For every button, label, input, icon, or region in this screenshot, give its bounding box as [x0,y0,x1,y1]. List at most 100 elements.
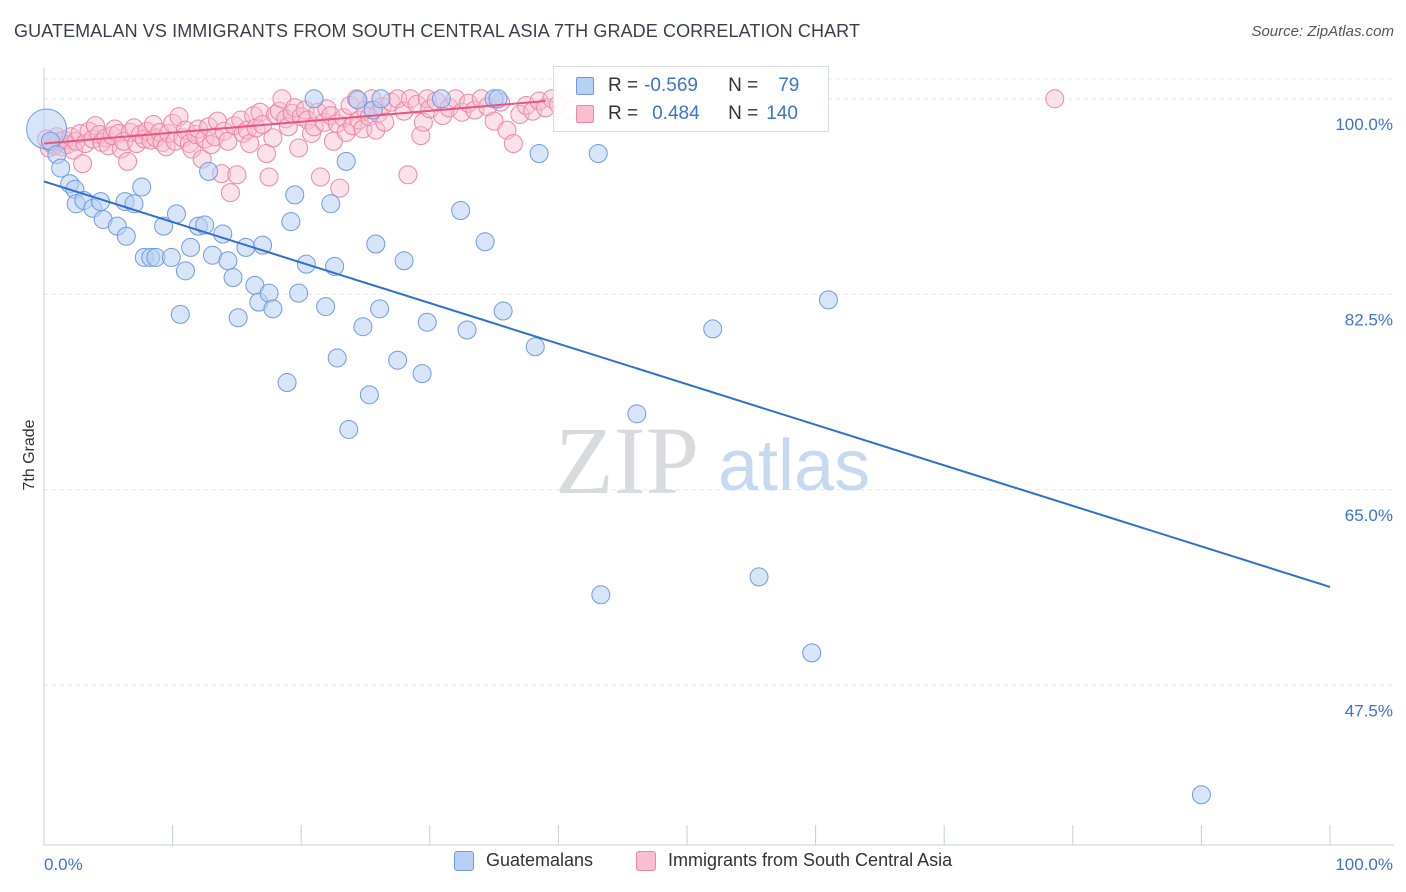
data-point-guatemalans [488,89,508,109]
y-tick-label: 82.5% [1345,310,1393,329]
data-point-guatemalans [336,151,356,171]
data-point-guatemalans [591,585,611,605]
data-point-guatemalans [166,204,186,224]
source-label: Source: ZipAtlas.com [1251,23,1394,40]
data-point-guatemalans [228,308,248,328]
trend-lines [43,100,1331,588]
data-point-guatemalans [218,251,238,271]
legend-box: R = -0.569 N = 79 R = 0.484 N = 140 [553,66,829,132]
grid-lines [44,78,1394,686]
data-point-guatemalans [1191,785,1211,805]
data-point-guatemalans [451,201,471,221]
data-point-guatemalans [529,144,549,164]
data-point-guatemalans [370,299,390,319]
data-point-guatemalans [525,337,545,357]
data-point-south-central-asia [375,112,395,132]
data-point-south-central-asia [465,100,485,120]
data-point-guatemalans [493,301,513,321]
data-point-guatemalans [259,283,279,303]
data-point-south-central-asia [227,165,247,185]
data-point-guatemalans [818,290,838,310]
bottom-legend-label: Guatemalans [486,850,594,870]
legend-row-south-central-asia: R = 0.484 N = 140 [554,99,798,129]
data-point-south-central-asia [214,121,234,141]
data-point-south-central-asia [330,178,350,198]
bottom-legend-south-central-asia[interactable]: Immigrants from South Central Asia [636,850,952,871]
data-point-guatemalans [371,89,391,109]
data-point-guatemalans [703,319,723,339]
data-point-guatemalans [321,194,341,214]
data-point-guatemalans [359,385,379,405]
watermark-atlas: atlas [718,426,870,506]
data-point-south-central-asia [407,94,427,114]
legend-swatch-blue [576,77,594,95]
data-point-south-central-asia [205,127,225,147]
data-point-south-central-asia [220,183,240,203]
legend-r-value: 0.484 [652,103,700,124]
legend-n-value: 140 [766,103,798,124]
data-point-guatemalans [394,251,414,271]
data-point-south-central-asia [118,151,138,171]
data-point-guatemalans [417,312,437,332]
bottom-legend: Guatemalans Immigrants from South Centra… [0,850,1406,878]
data-point-guatemalans [154,216,174,236]
data-point-guatemalans [199,161,219,181]
legend-swatch-pink [576,105,594,123]
data-point-guatemalans [181,237,201,257]
data-point-south-central-asia [310,167,330,187]
data-point-guatemalans [802,643,822,663]
data-point-south-central-asia [182,139,202,159]
pink-series-points [37,89,1065,203]
legend-n-label: N = [728,103,759,124]
legend-r-value: -0.569 [644,75,698,96]
data-point-guatemalans [175,261,195,281]
data-point-guatemalans [749,567,769,587]
data-point-guatemalans [327,348,347,368]
data-point-guatemalans [116,226,136,246]
data-point-guatemalans [588,144,608,164]
data-point-guatemalans [316,297,336,317]
legend-n-value: 79 [778,75,800,96]
data-point-south-central-asia [98,136,118,156]
data-point-guatemalans [457,320,477,340]
bottom-legend-guatemalans[interactable]: Guatemalans [454,850,593,871]
data-point-south-central-asia [1045,89,1065,109]
data-point-guatemalans [263,299,283,319]
data-point-guatemalans [132,177,152,197]
data-point-guatemalans [161,247,181,267]
bottom-legend-label: Immigrants from South Central Asia [668,850,953,870]
data-point-guatemalans [412,364,432,384]
tick-labels: 47.5% 65.0% 82.5% 100.0% 0.0% 100.0% [44,115,1393,874]
watermark-zip: ZIP [555,407,699,514]
legend-row-guatemalans: R = -0.569 N = 79 [554,71,799,101]
legend-n-label: N = [728,75,759,96]
y-axis-label: 7th Grade [21,419,38,490]
data-point-guatemalans [51,158,71,178]
data-point-guatemalans [348,90,368,110]
data-point-guatemalans [339,419,359,439]
data-point-south-central-asia [503,133,523,153]
trend-line-guatemalans [43,180,1331,588]
y-tick-label: 47.5% [1345,701,1393,720]
trend-line-south-central-asia [43,100,546,145]
y-tick-label: 65.0% [1345,506,1393,525]
data-point-guatemalans [627,404,647,424]
x-tick-label: 0.0% [44,855,83,874]
data-point-guatemalans [431,89,451,109]
data-point-south-central-asia [304,117,324,137]
data-point-guatemalans [195,215,215,235]
data-point-guatemalans [223,268,243,288]
data-point-south-central-asia [263,128,283,148]
data-point-south-central-asia [259,167,279,187]
data-point-guatemalans [285,185,305,205]
data-point-guatemalans [304,89,324,109]
bottom-legend-swatch-pink [636,850,656,871]
legend-r-label: R = [608,75,639,96]
y-tick-label: 100.0% [1335,115,1393,134]
axes [43,68,1394,846]
data-point-guatemalans [353,317,373,337]
data-point-guatemalans [388,350,408,370]
bottom-legend-swatch-blue [454,850,474,871]
data-point-south-central-asia [250,102,270,122]
